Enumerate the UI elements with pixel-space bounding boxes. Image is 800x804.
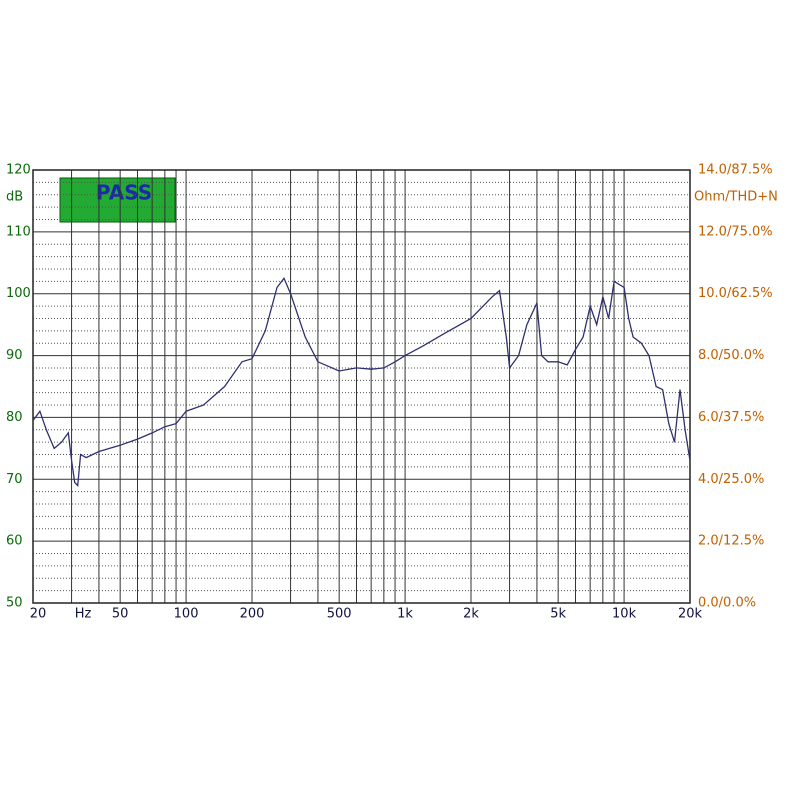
y2-tick-label: 12.0/75.0%: [698, 224, 773, 239]
plot-border: [32, 169, 691, 604]
x-tick-label: 10k: [612, 607, 637, 622]
y2-tick-label: 2.0/12.5%: [698, 534, 764, 549]
status: PASS: [96, 181, 152, 205]
x-tick-label: 20k: [678, 607, 703, 622]
y-tick-label: 90: [6, 348, 23, 363]
y2-tick-label: 6.0/37.5%: [698, 410, 764, 425]
x-tick-label: 100: [174, 607, 199, 622]
x-axis-label: Hz: [75, 607, 92, 622]
x-tick-label: 200: [240, 607, 265, 622]
data-line: [32, 277, 691, 487]
y2-tick-label: 14.0/87.5%: [698, 163, 773, 178]
x-tick-label: 20: [30, 607, 47, 622]
y-tick-label: 50: [6, 596, 23, 611]
y-tick-label: 120: [6, 163, 31, 178]
x-tick-label: 5k: [550, 607, 566, 622]
y-tick-label: 100: [6, 286, 31, 301]
y-axis-label: dB: [6, 190, 23, 205]
y2-tick-label: 0.0/0.0%: [698, 596, 756, 611]
y-tick-label: 70: [6, 472, 23, 487]
x-tick-label: 500: [327, 607, 352, 622]
status-box: [59, 177, 176, 223]
y2-axis-label: Ohm/THD+N: [694, 190, 778, 205]
y-tick-label: 80: [6, 410, 23, 425]
y-tick-label: 60: [6, 534, 23, 549]
y2-tick-label: 8.0/50.0%: [698, 348, 764, 363]
y2-tick-label: 4.0/25.0%: [698, 472, 764, 487]
x-tick-label: 50: [112, 607, 129, 622]
x-tick-label: 1k: [397, 607, 413, 622]
y-tick-label: 110: [6, 224, 31, 239]
x-tick-label: 2k: [463, 607, 479, 622]
y2-tick-label: 10.0/62.5%: [698, 286, 773, 301]
